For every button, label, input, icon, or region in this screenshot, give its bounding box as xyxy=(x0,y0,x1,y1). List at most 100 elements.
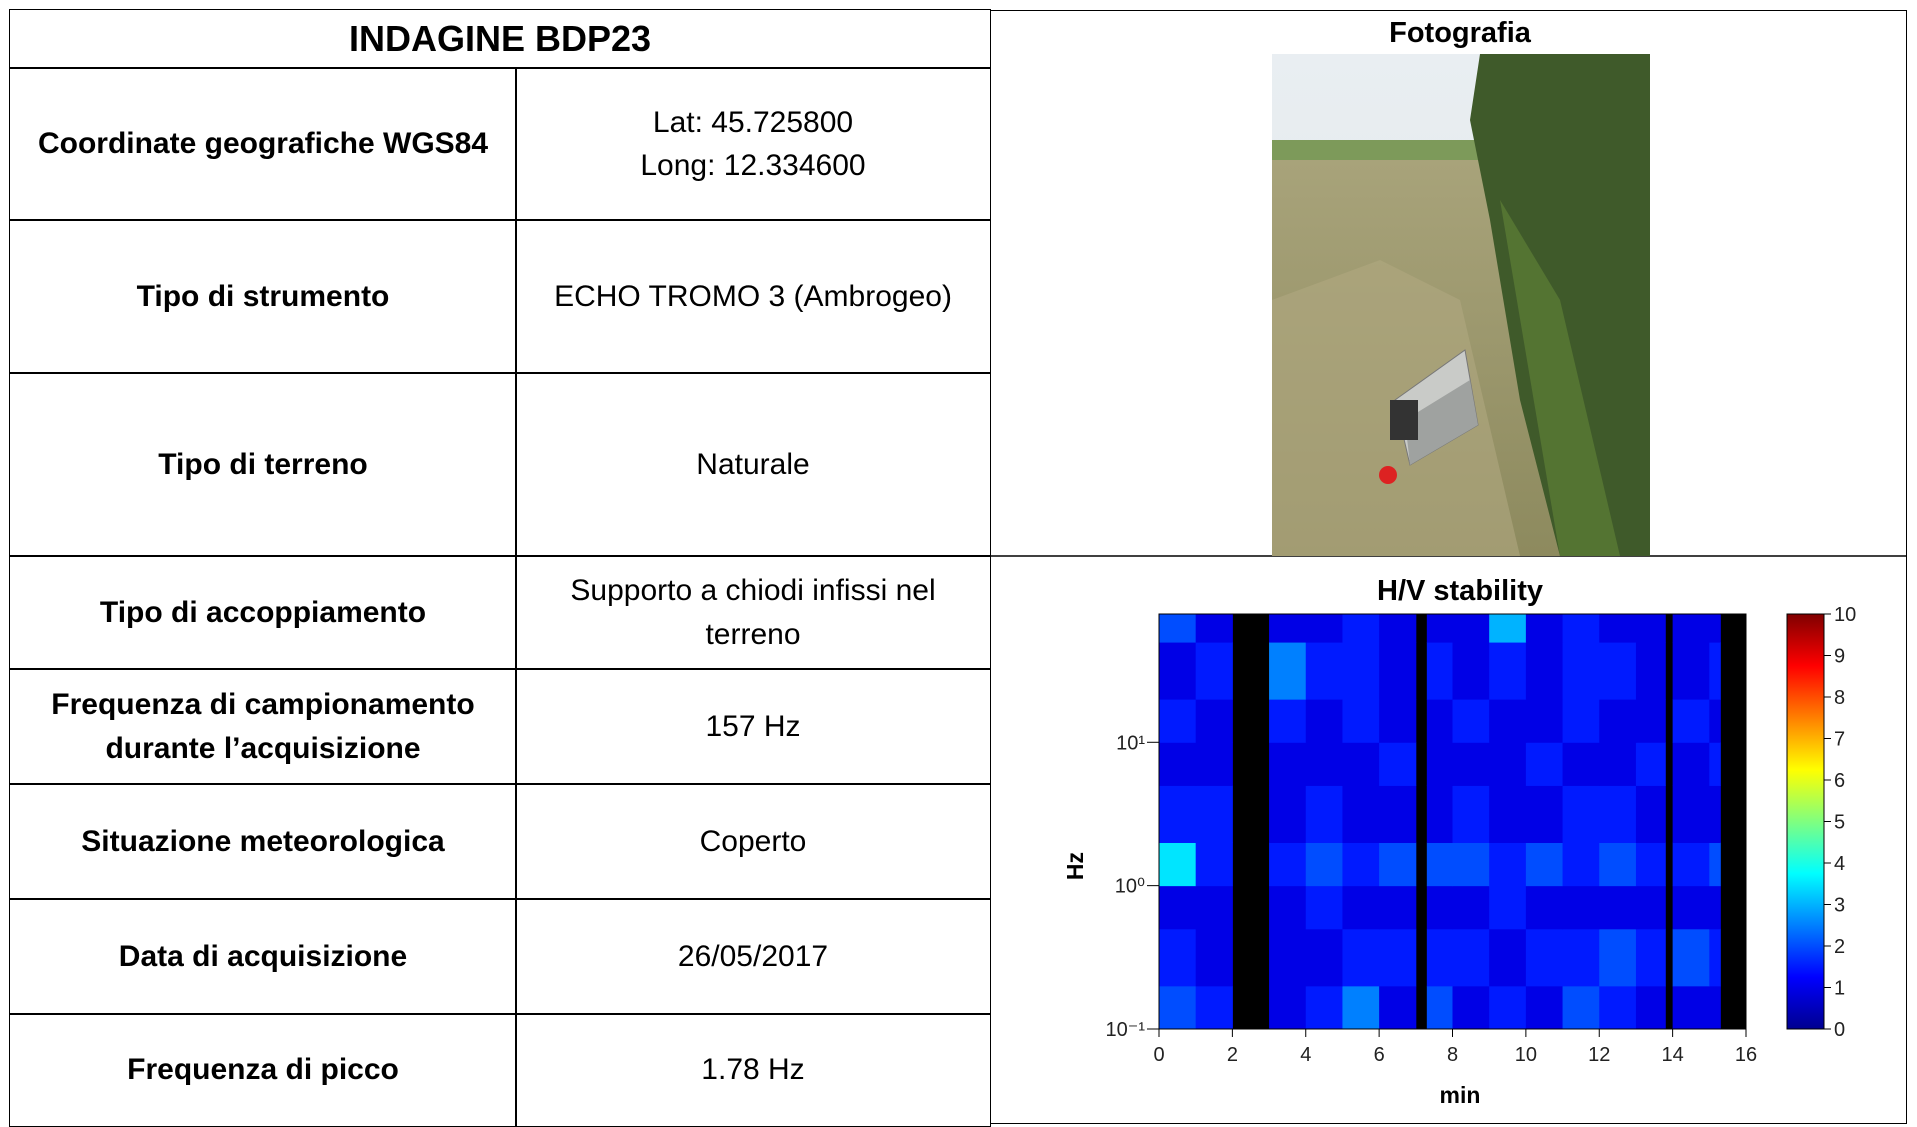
y-tick-label: 10⁰ xyxy=(1115,876,1145,898)
heat-cell xyxy=(1379,614,1417,643)
heat-cell xyxy=(1562,699,1600,743)
x-tick-label: 12 xyxy=(1588,1044,1610,1066)
heat-cell xyxy=(1452,699,1490,743)
heat-cell xyxy=(1489,928,1527,987)
heat-cell xyxy=(1305,785,1343,843)
heat-cell xyxy=(1599,614,1637,643)
heat-cell xyxy=(1195,642,1233,700)
colorbar-tick-label: 8 xyxy=(1834,687,1845,709)
row-value: Coperto xyxy=(515,783,991,900)
heat-cell xyxy=(1452,785,1490,843)
row-label: Tipo di accoppiamento xyxy=(9,555,517,670)
heat-cell xyxy=(1635,614,1666,643)
heat-cell xyxy=(1709,785,1721,843)
heat-cell xyxy=(1599,785,1637,843)
heat-cell xyxy=(1305,842,1343,887)
x-tick-label: 4 xyxy=(1300,1044,1311,1066)
heat-cell xyxy=(1562,842,1600,887)
heat-cell xyxy=(1269,842,1307,887)
heat-cell xyxy=(1305,614,1343,643)
heat-cell xyxy=(1599,642,1637,700)
heat-cell xyxy=(1672,985,1710,1030)
heat-cell xyxy=(1269,928,1307,987)
colorbar-tick-label: 1 xyxy=(1834,978,1845,1000)
colorbar-tick-label: 7 xyxy=(1834,729,1845,751)
row-label: Tipo di strumento xyxy=(9,219,517,374)
row-label: Tipo di terreno xyxy=(9,372,517,557)
heat-cell xyxy=(1525,985,1564,1030)
table-title: INDAGINE BDP23 xyxy=(9,9,991,69)
x-tick-label: 0 xyxy=(1153,1044,1164,1066)
heat-cell xyxy=(1379,642,1417,700)
row-label: Coordinate geografiche WGS84 xyxy=(9,67,517,221)
heat-cell xyxy=(1525,785,1564,843)
row-value: 157 Hz xyxy=(515,668,991,785)
heat-cell xyxy=(1195,885,1233,930)
heat-cell xyxy=(1305,985,1343,1030)
heat-cell xyxy=(1379,785,1417,843)
x-tick-label: 14 xyxy=(1662,1044,1684,1066)
heat-cell xyxy=(1635,842,1666,887)
heat-cell xyxy=(1305,885,1343,930)
heat-cell xyxy=(1525,614,1564,643)
colorbar-tick-label: 2 xyxy=(1834,936,1845,958)
colorbar-tick-label: 5 xyxy=(1834,812,1845,834)
heat-cell xyxy=(1562,885,1600,930)
heat-cell xyxy=(1525,699,1564,743)
heat-cell xyxy=(1525,642,1564,700)
row-value: Lat: 45.725800 Long: 12.334600 xyxy=(515,67,991,221)
heat-cell xyxy=(1342,642,1380,700)
heat-cell xyxy=(1489,885,1527,930)
colorbar xyxy=(1786,613,1825,1030)
x-axis-label: min xyxy=(1440,1082,1481,1108)
row-value: ECHO TROMO 3 (Ambrogeo) xyxy=(515,219,991,374)
heat-cell xyxy=(1305,928,1343,987)
heat-cell xyxy=(1489,614,1527,643)
heat-cell xyxy=(1672,614,1710,643)
heat-cell xyxy=(1635,928,1666,987)
heat-cell xyxy=(1159,642,1197,700)
x-tick-label: 2 xyxy=(1227,1044,1238,1066)
heat-cell xyxy=(1342,885,1380,930)
heat-cell xyxy=(1159,699,1197,743)
heat-cell xyxy=(1379,985,1417,1030)
heat-cell xyxy=(1709,699,1721,743)
heat-cell xyxy=(1342,785,1380,843)
heat-cell xyxy=(1426,642,1453,700)
heat-cell xyxy=(1599,842,1637,887)
heat-cell xyxy=(1342,742,1380,786)
heat-cell xyxy=(1489,785,1527,843)
heat-cell xyxy=(1489,742,1527,786)
heat-cell xyxy=(1709,985,1721,1030)
colorbar-tick-label: 3 xyxy=(1834,895,1845,917)
heat-cell xyxy=(1635,985,1666,1030)
heat-cell xyxy=(1525,742,1564,786)
heat-cell xyxy=(1269,985,1307,1030)
heat-cell xyxy=(1426,928,1453,987)
row-label: Situazione meteorologica xyxy=(9,783,517,900)
heat-cell xyxy=(1672,699,1710,743)
heat-cell xyxy=(1562,614,1600,643)
chart-title: H/V stability xyxy=(1377,575,1543,607)
heat-cell xyxy=(1426,842,1453,887)
y-tick-label: 10¹ xyxy=(1116,732,1145,754)
heat-cell xyxy=(1305,699,1343,743)
heat-cell xyxy=(1635,642,1666,700)
heat-cell xyxy=(1379,885,1417,930)
heat-cell xyxy=(1672,742,1710,786)
heat-cell xyxy=(1195,614,1233,643)
heat-cell xyxy=(1426,699,1453,743)
heat-cell xyxy=(1195,785,1233,843)
colorbar-tick-label: 10 xyxy=(1834,604,1856,626)
heat-cell xyxy=(1562,742,1600,786)
heat-cell xyxy=(1426,985,1453,1030)
heat-cell xyxy=(1599,699,1637,743)
heat-cell xyxy=(1709,928,1721,987)
heat-cell xyxy=(1426,742,1453,786)
heat-cell xyxy=(1159,885,1197,930)
heat-cell xyxy=(1709,842,1721,887)
heat-cell xyxy=(1379,928,1417,987)
info-table: INDAGINE BDP23 Coordinate geografiche WG… xyxy=(9,9,991,1127)
